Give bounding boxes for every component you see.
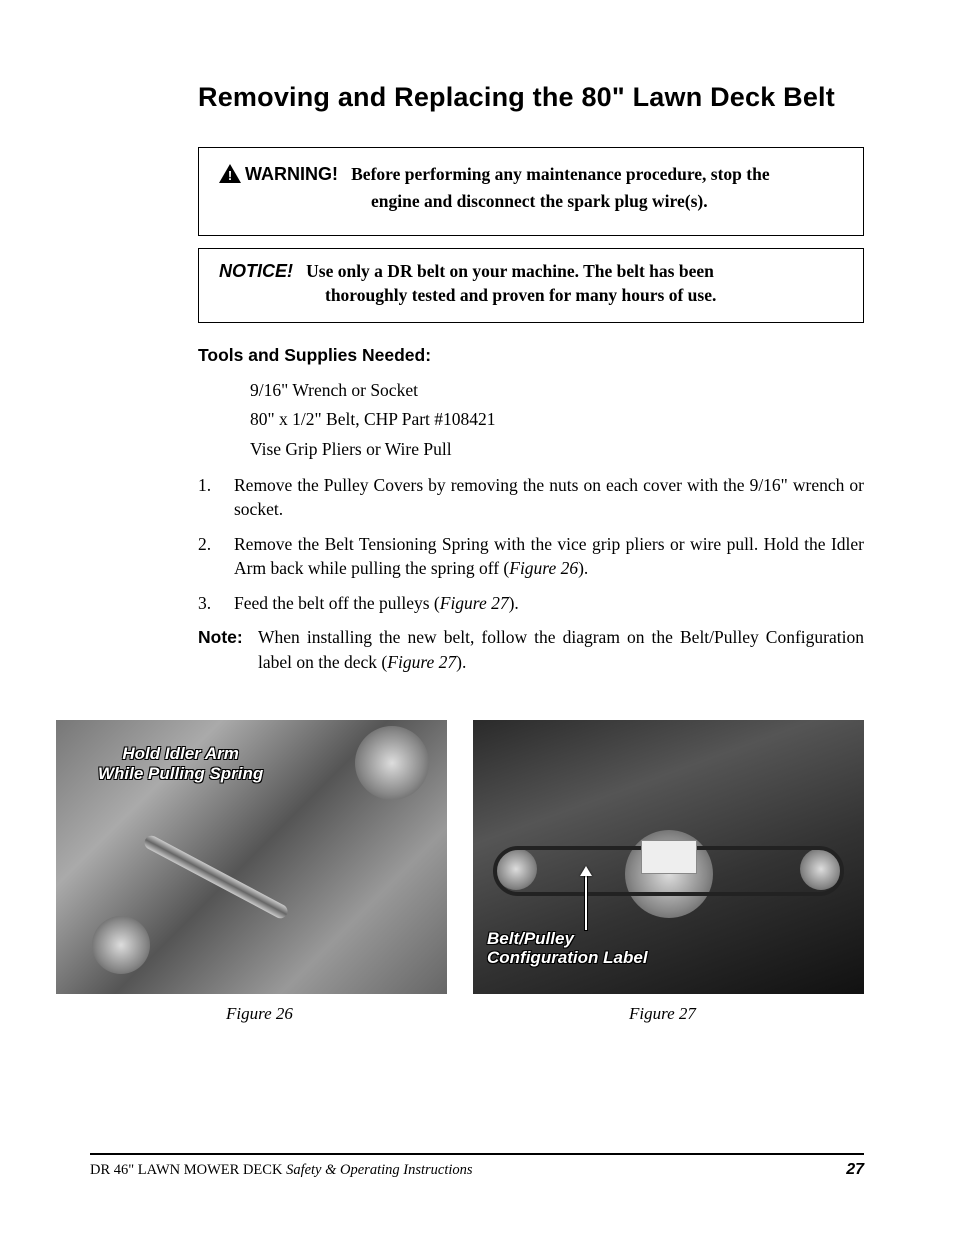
step-text: Remove the Belt Tensioning Spring with t… — [234, 532, 864, 581]
warning-text-line1: Before performing any maintenance proced… — [342, 164, 769, 184]
warning-text-line2: engine and disconnect the spark plug wir… — [371, 190, 843, 214]
svg-text:!: ! — [228, 168, 232, 183]
figure-27: Belt/Pulley Configuration Label Figure 2… — [473, 720, 864, 1024]
figure-26: Hold Idler Arm While Pulling Spring Figu… — [56, 720, 447, 1024]
supply-item: Vise Grip Pliers or Wire Pull — [250, 435, 864, 465]
figure-27-overlay: Belt/Pulley Configuration Label — [487, 929, 648, 968]
note-lead: Note: — [198, 625, 258, 674]
tools-heading: Tools and Supplies Needed: — [198, 345, 864, 366]
supply-item: 80" x 1/2" Belt, CHP Part #108421 — [250, 405, 864, 435]
notice-box: NOTICE! Use only a DR belt on your machi… — [198, 248, 864, 322]
supply-item: 9/16" Wrench or Socket — [250, 376, 864, 406]
figure-26-image: Hold Idler Arm While Pulling Spring — [56, 720, 447, 994]
arrow-icon — [585, 874, 587, 930]
steps-list: 1. Remove the Pulley Covers by removing … — [198, 473, 864, 616]
footer-product: DR 46" LAWN MOWER DECK — [90, 1162, 286, 1178]
step-item: 1. Remove the Pulley Covers by removing … — [198, 473, 864, 522]
footer-page-number: 27 — [846, 1161, 864, 1179]
warning-lead: WARNING! — [245, 164, 338, 184]
footer-subtitle: Safety & Operating Instructions — [286, 1162, 472, 1178]
step-text: Feed the belt off the pulleys (Figure 27… — [234, 591, 864, 616]
figure-27-image: Belt/Pulley Configuration Label — [473, 720, 864, 994]
step-number: 1. — [198, 473, 234, 522]
warning-triangle-icon: ! — [219, 164, 241, 190]
footer-left: DR 46" LAWN MOWER DECK Safety & Operatin… — [90, 1162, 473, 1179]
page-title: Removing and Replacing the 80" Lawn Deck… — [198, 82, 864, 113]
page: Removing and Replacing the 80" Lawn Deck… — [0, 0, 954, 1235]
step-number: 3. — [198, 591, 234, 616]
step-item: 3. Feed the belt off the pulleys (Figure… — [198, 591, 864, 616]
step-item: 2. Remove the Belt Tensioning Spring wit… — [198, 532, 864, 581]
notice-text-line1: Use only a DR belt on your machine. The … — [297, 261, 713, 281]
step-number: 2. — [198, 532, 234, 581]
note-body: When installing the new belt, follow the… — [258, 625, 864, 674]
step-text: Remove the Pulley Covers by removing the… — [234, 473, 864, 522]
notice-lead: NOTICE! — [219, 261, 293, 281]
figure-26-overlay: Hold Idler Arm While Pulling Spring — [98, 744, 263, 783]
notice-text-line2: thoroughly tested and proven for many ho… — [325, 284, 843, 308]
figure-26-caption: Figure 26 — [226, 1004, 447, 1024]
figure-27-caption: Figure 27 — [629, 1004, 864, 1024]
warning-box: ! WARNING! Before performing any mainten… — [198, 147, 864, 236]
page-footer: DR 46" LAWN MOWER DECK Safety & Operatin… — [90, 1153, 864, 1179]
note-block: Note: When installing the new belt, foll… — [198, 625, 864, 674]
supplies-list: 9/16" Wrench or Socket 80" x 1/2" Belt, … — [250, 376, 864, 465]
figures-row: Hold Idler Arm While Pulling Spring Figu… — [56, 720, 864, 1024]
